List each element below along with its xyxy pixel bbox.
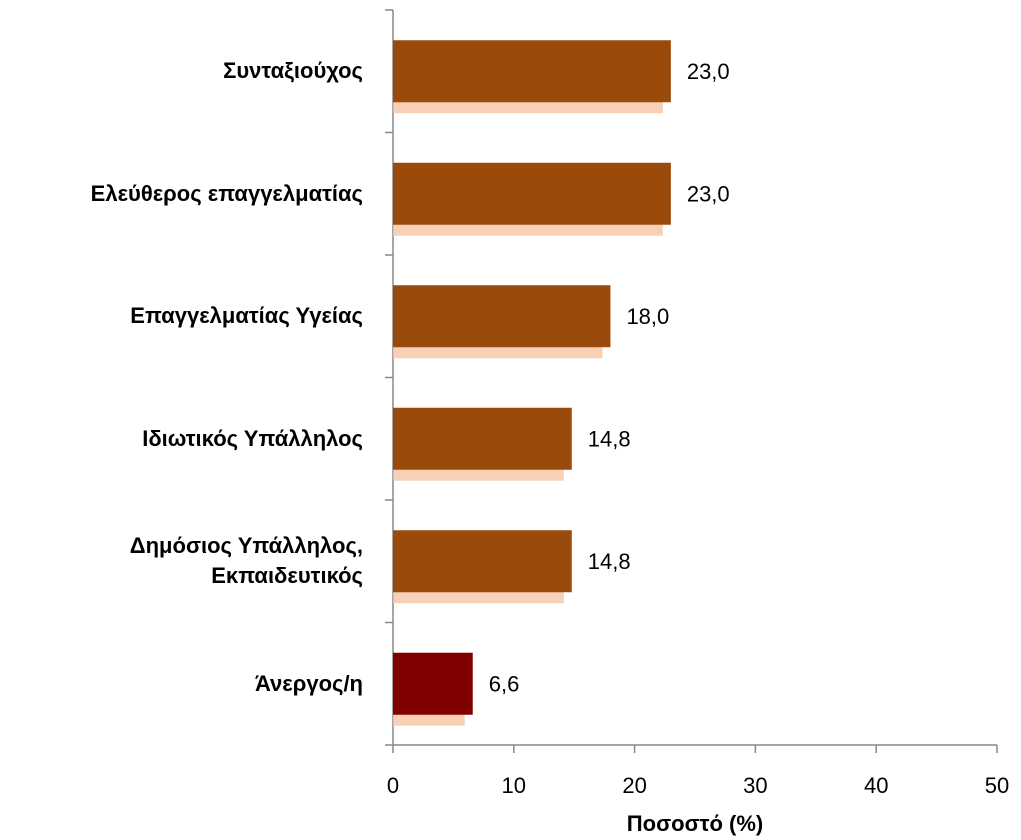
- x-axis-label: Ποσοστό (%): [627, 811, 763, 836]
- bar: [393, 530, 572, 593]
- bar: [393, 40, 671, 103]
- value-label: 6,6: [489, 672, 520, 697]
- x-tick-label: 10: [502, 773, 526, 798]
- bar: [393, 285, 611, 348]
- x-tick-label: 20: [622, 773, 646, 798]
- x-tick-label: 40: [864, 773, 888, 798]
- y-tick-label: Ιδιωτικός Υπάλληλος: [142, 425, 363, 451]
- bar-shadow: [393, 99, 663, 114]
- y-tick-label: Επαγγελματίας Υγείας: [130, 303, 363, 329]
- y-tick-label: Δημόσιος Υπάλληλος, Εκπαιδευτικός: [129, 533, 363, 589]
- bar-shadow: [393, 711, 465, 726]
- bar: [393, 652, 473, 715]
- bar: [393, 162, 671, 225]
- bar-shadow: [393, 221, 663, 236]
- bar-shadow: [393, 344, 603, 359]
- value-label: 23,0: [687, 59, 730, 84]
- value-label: 14,8: [588, 427, 631, 452]
- y-tick-label: Συνταξιούχος: [223, 58, 363, 84]
- bar: [393, 407, 572, 470]
- x-tick-label: 50: [985, 773, 1009, 798]
- value-label: 18,0: [626, 304, 669, 329]
- value-label: 23,0: [687, 182, 730, 207]
- bar-shadow: [393, 466, 564, 481]
- bar-shadow: [393, 589, 564, 604]
- x-tick-label: 0: [387, 773, 399, 798]
- x-tick-label: 30: [743, 773, 767, 798]
- value-label: 14,8: [588, 549, 631, 574]
- y-tick-label: Ελεύθερος επαγγελματίας: [90, 180, 363, 206]
- y-tick-label: Άνεργος/η: [254, 670, 363, 696]
